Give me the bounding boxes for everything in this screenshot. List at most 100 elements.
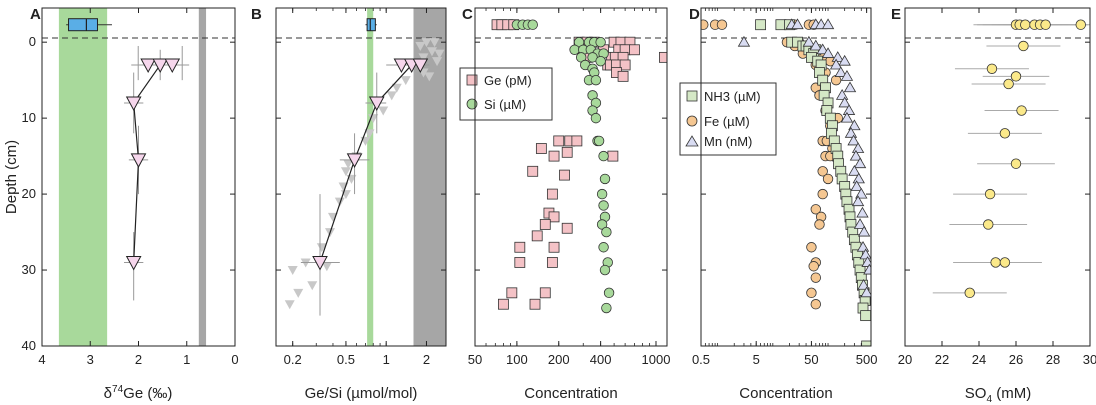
panel-e: E 20 22 24 26 28 30 SO4 (mM) [891,6,1096,405]
panel-d-mn-point-5 [737,35,751,47]
panel-c-ge-point-35 [546,188,558,200]
panel-c-ge-point-44 [546,257,558,268]
panel-d-mn-point-11 [838,54,851,66]
panel-e-so4-point-11 [1016,105,1027,116]
panel-b-grey-point-6 [432,57,443,67]
xtick-label-e-26: 26 [1009,352,1023,367]
panel-c-si-point-26 [593,135,605,147]
panel-d-marks [701,18,871,346]
panel-e-so4-point-13 [1010,158,1022,169]
panel-d-xticks: 0.5 5 50 500 [692,8,878,367]
panel-b-grey-point-13 [378,106,389,116]
panel-c-ge-point-41 [514,241,526,253]
panel-d-mn-point-30 [851,195,865,207]
panel-d-mn-point-20 [848,119,861,131]
panel-c-xticks: 50 100 200 400 1000 [468,8,671,367]
xtick-label-c-200: 200 [548,352,570,367]
panel-e-so4-point-16 [990,257,1001,268]
panel-c-ge-point-29 [535,143,547,154]
panel-e-so4-point-9 [1010,71,1022,82]
panel-c-si-point-33 [601,226,612,238]
xtick-label-d-500: 500 [856,352,878,367]
legend-si-label: Si (µM) [484,97,526,112]
xtick-label-c-1000: 1000 [642,352,671,367]
xtick-label-e-22: 22 [935,352,949,367]
panel-c-si-point-29 [596,188,608,200]
ytick-label-10: 10 [22,110,36,125]
panel-d-nh3-point-46 [861,340,871,346]
panel-c-si-point-27 [598,150,609,162]
panel-c-si-point-3 [527,19,538,30]
panel-c-ge-point-43 [514,257,526,268]
panel-d-fe-point-33 [814,219,825,230]
panel-a-band-0 [58,8,108,346]
xtick-label-a-2: 2 [135,352,142,367]
panel-d-nh3-point-0 [755,19,766,31]
panel-d-mn-point-4 [821,18,835,30]
panel-c-si-point-34 [598,242,609,253]
panel-d-mn-point-17 [838,96,851,108]
xtick-label-c-400: 400 [590,352,612,367]
panel-b-xticks: 0.2 0.5 1 2 [284,8,430,367]
panel-d-mn-point-16 [835,89,849,100]
panel-c-ge-point-14 [629,44,640,56]
panel-b-grey-point-18 [343,159,354,169]
panel-b-grey-point-26 [316,243,327,253]
panel-c-si-point-28 [599,173,611,185]
panel-e-so4-point-2 [1020,19,1031,30]
panel-e-so4-point-15 [983,219,994,230]
panel-d-fe-point-38 [806,287,817,299]
panel-d-fe-point-29 [822,173,834,185]
panel-e-so4-point-7 [1018,40,1029,52]
panel-b-grey-point-30 [284,300,295,310]
panel-e-frame [904,7,1091,347]
panel-c-legend: Ge (pM) Si (µM) [459,67,553,121]
panel-d-mn-point-24 [849,149,863,161]
panel-d: D 0.5 5 50 500 NH3 (µM) Fe (µM) Mn (nM) Con… [679,6,878,402]
xtick-label-b-1: 1 [383,352,390,367]
panel-c-frame [474,7,668,347]
panel-a-bands [58,8,207,346]
panel-c-ge-point-28 [571,135,583,147]
panel-d-mn-point-18 [842,104,856,115]
panel-d-mn-point-7 [809,39,822,51]
panel-a-point-5 [125,255,142,271]
panel-d-mn-point-37 [863,263,871,275]
panel-d-fe-point-34 [806,242,817,253]
panel-c-ge-point-48 [529,298,541,310]
xtick-label-d-0.5: 0.5 [692,352,710,367]
panel-a-frame [41,7,236,347]
panel-e-so4-point-6 [1075,19,1086,30]
panel-c-ge-point-47 [497,298,509,310]
panel-c-ge-point-39 [561,222,573,234]
xtick-label-c-50: 50 [468,352,482,367]
panel-b-grey-point-9 [424,72,435,82]
legend-mn-label: Mn (nM) [704,134,752,149]
panel-a-point-4 [130,153,147,168]
panel-c-ge-point-38 [539,219,551,230]
panel-a-band-1 [198,8,207,346]
xtick-label-e-30: 30 [1083,352,1096,367]
panel-d-fe-point-31 [810,204,821,215]
panel-b-point-2 [412,58,429,74]
panel-b-grey-point-14 [368,114,379,124]
xtick-label-a-3: 3 [87,352,94,367]
panel-d-mn-point-12 [829,58,843,70]
panel-c-ge-point-42 [548,241,560,253]
panel-e-so4-point-10 [1003,78,1014,90]
legend-fe-label: Fe (µM) [704,114,750,129]
xtick-label-d-50: 50 [804,352,818,367]
panel-c-si-point-38 [601,302,612,314]
panel-e-so4-point-12 [999,128,1011,139]
panel-d-mn-point-22 [847,134,860,146]
panel-c-ge-point-45 [506,287,518,299]
panel-d-fe-point-39 [810,299,821,310]
panel-b-grey-point-4 [434,49,445,59]
panel-b: B 0.2 0.5 1 2 Ge/Si (µmol/mol) [251,6,447,402]
panel-b-grey-point-3 [426,47,437,57]
panel-a-point-0 [140,58,156,74]
panel-d-x-label: Concentration [739,385,832,402]
panel-d-mn-point-9 [821,47,835,58]
legend-mn-marker [685,135,699,147]
panel-c-si-point-8 [569,44,580,55]
